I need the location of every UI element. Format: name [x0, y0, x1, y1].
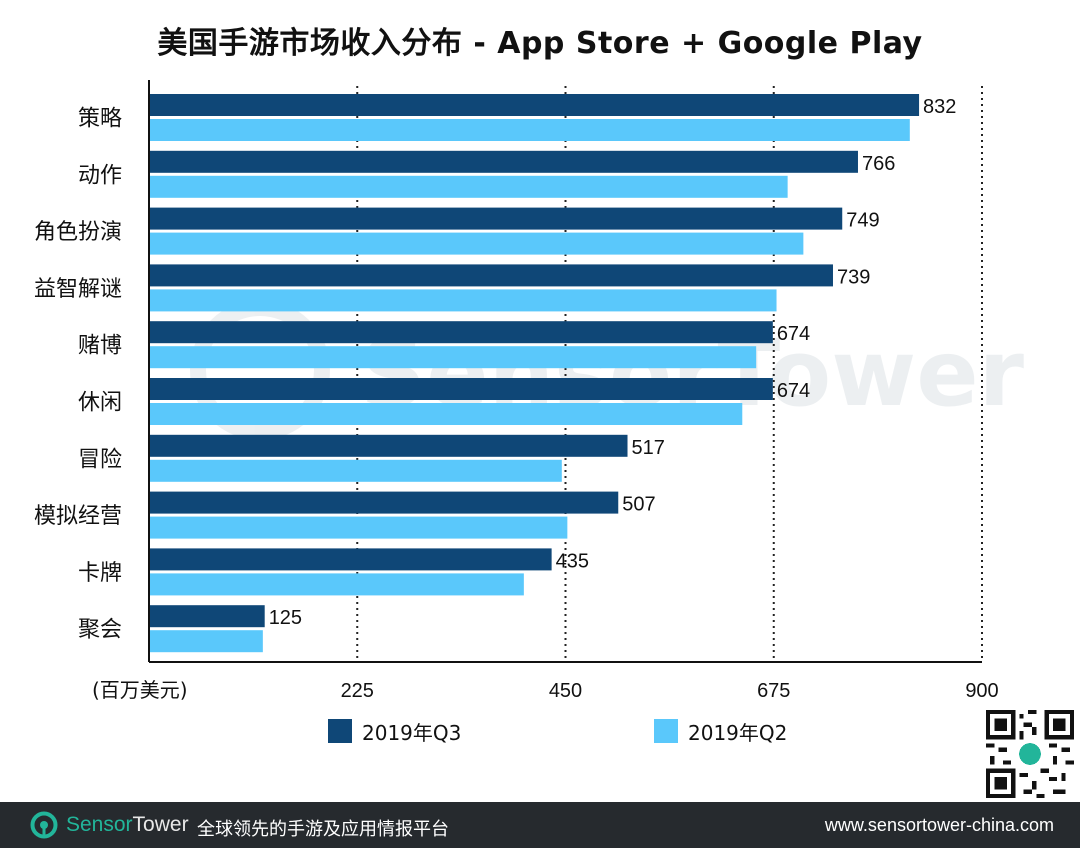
bar-chart: 832 策略 766 动作 749 角色扮演 739 益智解谜 674 赌博 674 休闲 517 冒险 5…	[34, 80, 999, 702]
data-label-q3-2: 749	[846, 210, 879, 232]
data-label-q3-3: 739	[837, 266, 870, 288]
chart-title: 美国手游市场收入分布 - App Store + Google Play	[157, 26, 923, 61]
category-label-0: 策略	[78, 107, 122, 132]
footer-tagline: 全球领先的手游及应用情报平台	[197, 819, 449, 840]
bar-q2-1	[149, 175, 788, 198]
bar-q3-9	[149, 605, 265, 628]
brand-sensor: Sensor	[66, 813, 133, 836]
bar-q2-3	[149, 289, 777, 312]
data-label-q3-7: 507	[622, 494, 655, 516]
category-label-9: 聚会	[78, 618, 122, 643]
category-label-2: 角色扮演	[34, 220, 122, 245]
brand-tower: Tower	[132, 813, 189, 836]
tick-label-450: 450	[549, 680, 582, 702]
category-label-8: 卡牌	[78, 561, 122, 586]
legend-swatch-q3	[328, 719, 352, 743]
data-label-q3-6: 517	[632, 437, 665, 459]
bar-q3-6	[149, 434, 628, 457]
data-label-q3-9: 125	[269, 607, 302, 629]
data-label-q3-0: 832	[923, 96, 956, 118]
category-label-6: 冒险	[78, 447, 122, 472]
bar-q3-8	[149, 548, 552, 571]
bar-q3-3	[149, 264, 833, 287]
bar-q3-7	[149, 491, 619, 514]
tick-label-675: 675	[757, 680, 790, 702]
legend-swatch-q2	[654, 719, 678, 743]
data-label-q3-8: 435	[556, 550, 589, 572]
bar-q2-5	[149, 403, 743, 425]
legend-item-q3: 2019年Q3	[328, 716, 461, 746]
bar-q2-8	[149, 573, 524, 596]
bar-q3-2	[149, 207, 843, 230]
data-label-q3-5: 674	[777, 380, 810, 402]
bar-q2-6	[149, 459, 562, 482]
bar-q2-4	[149, 346, 757, 369]
tick-label-900: 900	[965, 680, 998, 702]
data-label-q3-4: 674	[777, 323, 810, 345]
legend-item-q2: 2019年Q2	[654, 716, 787, 746]
bar-q2-2	[149, 232, 804, 255]
legend-label-q2: 2019年Q2	[688, 720, 788, 745]
footer-brand: SensorTower	[66, 813, 189, 837]
bar-q3-1	[149, 150, 858, 173]
bar-q3-4	[149, 321, 773, 344]
footer-website-link[interactable]: www.sensortower-china.com	[824, 815, 1054, 835]
data-label-q3-1: 766	[862, 153, 895, 175]
footer-bar: SensorTower 全球领先的手游及应用情报平台 www.sensortow…	[0, 802, 1080, 848]
sensortower-logo-icon	[30, 811, 58, 839]
category-label-5: 休闲	[78, 391, 122, 416]
legend-label-q3: 2019年Q3	[362, 720, 462, 745]
category-label-1: 动作	[78, 163, 122, 188]
category-label-7: 模拟经营	[34, 504, 122, 529]
bar-q3-0	[149, 94, 920, 116]
unit-label: (百万美元)	[92, 678, 188, 702]
bar-q2-7	[149, 516, 568, 539]
category-label-4: 赌博	[78, 334, 122, 359]
tick-label-225: 225	[341, 680, 374, 702]
category-label-3: 益智解谜	[34, 277, 122, 302]
bar-q2-9	[149, 630, 263, 653]
bar-q3-5	[149, 378, 773, 400]
bar-q2-0	[149, 119, 910, 141]
qr-code-icon	[986, 710, 1074, 798]
